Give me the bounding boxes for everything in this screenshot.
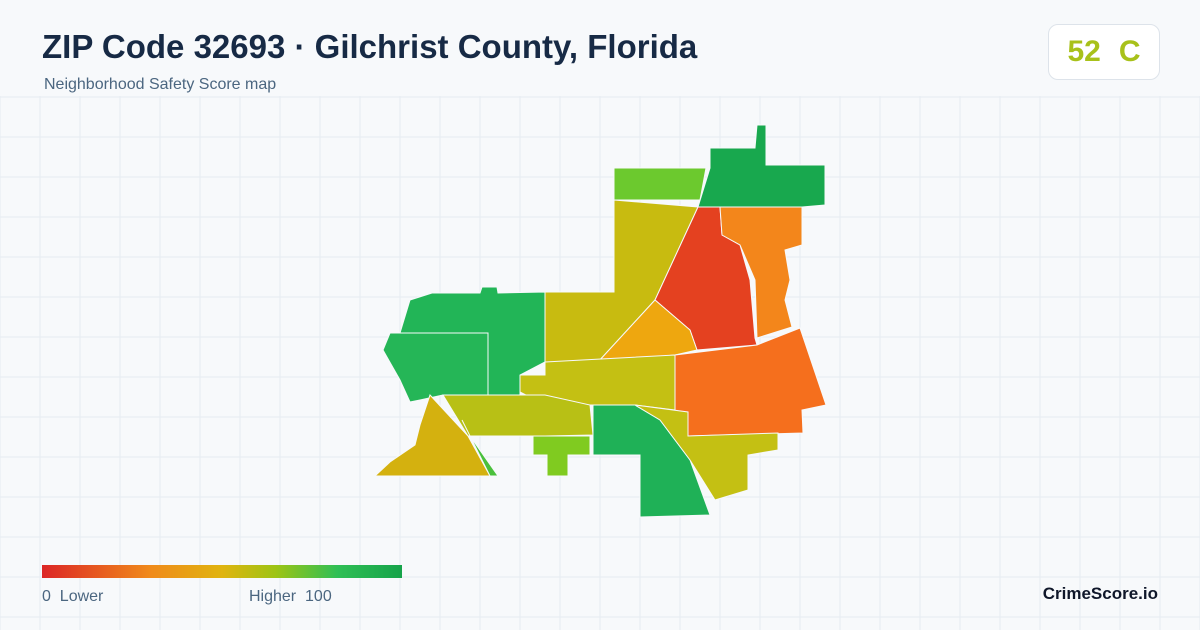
legend-max: Higher 100 [249, 588, 332, 606]
region [719, 206, 803, 339]
legend-max-value: 100 [305, 588, 332, 605]
title: ZIP Code 32693 · Gilchrist County, Flori… [42, 28, 698, 65]
region [382, 332, 489, 403]
legend-gradient [42, 565, 402, 578]
region [373, 394, 491, 477]
region [442, 394, 594, 437]
region [461, 419, 499, 477]
region [697, 124, 826, 208]
legend-min: 0 Lower [42, 588, 103, 606]
legend-max-label: Higher [249, 588, 297, 605]
brand: CrimeScore.io [1042, 584, 1158, 603]
region [532, 435, 591, 477]
score-badge: 52 C [1048, 24, 1160, 80]
subtitle: Neighborhood Safety Score map [44, 76, 277, 93]
region [596, 299, 698, 363]
region [613, 167, 707, 201]
region [634, 404, 779, 501]
regions [373, 124, 827, 518]
score-grade: C [1118, 35, 1141, 68]
score-value: 52 [1067, 35, 1101, 68]
legend-min-label: Lower [59, 588, 104, 605]
legend-min-value: 0 [42, 588, 51, 605]
